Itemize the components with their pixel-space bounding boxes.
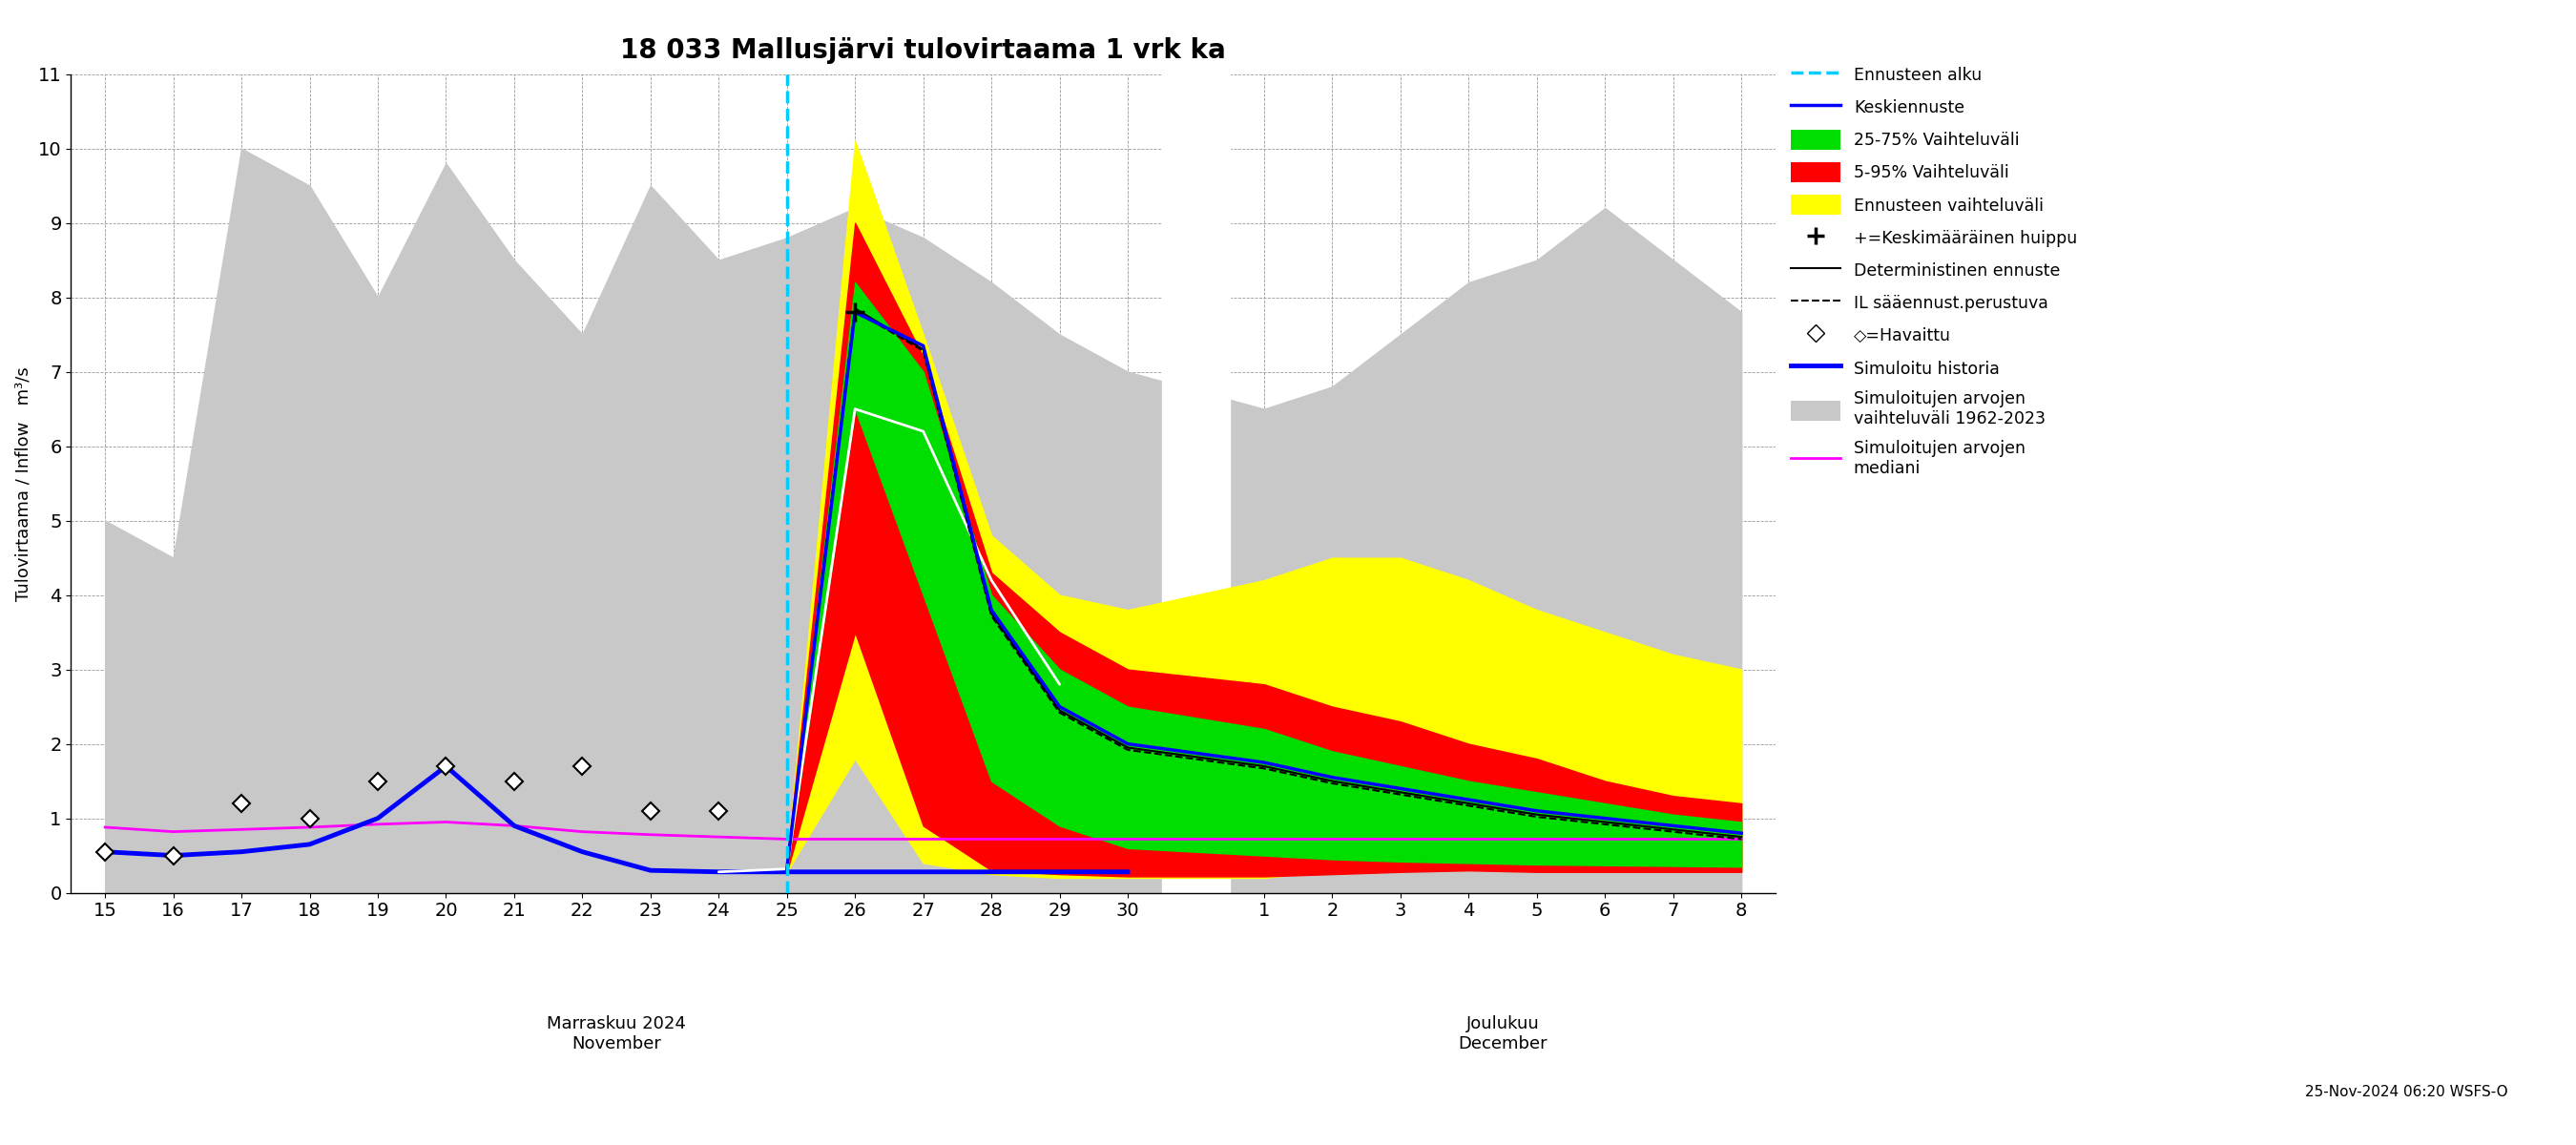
Legend: Ennusteen alku, Keskiennuste, 25-75% Vaihteluväli, 5-95% Vaihteluväli, Ennusteen: Ennusteen alku, Keskiennuste, 25-75% Vai… (1785, 57, 2084, 484)
Text: Joulukuu
December: Joulukuu December (1458, 1016, 1548, 1052)
Text: 25-Nov-2024 06:20 WSFS-O: 25-Nov-2024 06:20 WSFS-O (2306, 1085, 2509, 1099)
Title: 18 033 Mallusjärvi tulovirtaama 1 vrk ka: 18 033 Mallusjärvi tulovirtaama 1 vrk ka (621, 37, 1226, 64)
Text: Marraskuu 2024
November: Marraskuu 2024 November (546, 1016, 685, 1052)
Y-axis label: Tulovirtaama / Inflow   m³/s: Tulovirtaama / Inflow m³/s (15, 366, 31, 601)
Bar (1162, 74, 1229, 893)
